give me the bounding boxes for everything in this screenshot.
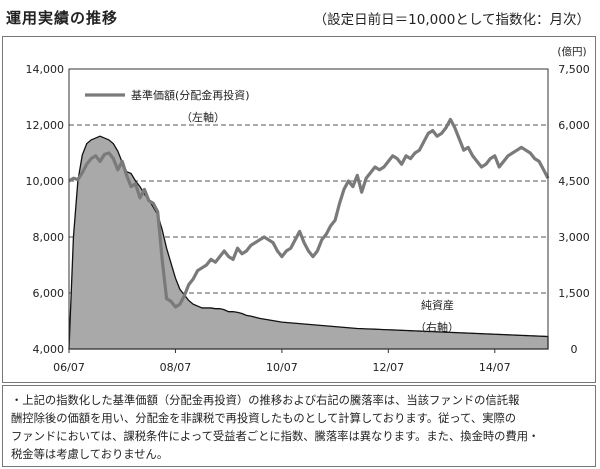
x-axis-tick-label: 08/07: [160, 361, 192, 374]
right-axis-tick-label: 7,500: [558, 63, 590, 76]
right-axis-tick-label: 1,500: [558, 287, 590, 300]
left-axis-tick-label: 10,000: [26, 175, 65, 188]
net-assets-area: [68, 135, 549, 350]
right-axis-tick-label: 0: [571, 343, 578, 356]
page-title: 運用実績の推移: [6, 9, 119, 27]
note-line: 酬控除後の価額を用い、分配金を非課税で再投資したものとして計算しております。従っ…: [11, 412, 517, 425]
plot-border: [68, 68, 549, 350]
x-axis-tick-label: 10/07: [266, 361, 298, 374]
legend-axis-note: （左軸）: [181, 110, 225, 124]
x-axis-tick-label: 06/07: [53, 361, 85, 374]
area-layer: [68, 135, 549, 350]
left-axis-tick-label: 12,000: [26, 119, 65, 132]
axis-layer: [68, 68, 549, 353]
x-axis-tick-label: 12/07: [372, 361, 404, 374]
label-layer: 4,000 6,000 8,000 10,000 12,000 14,000 0 1,500 3…: [26, 45, 590, 374]
left-axis-tick-label: 8,000: [33, 231, 65, 244]
area-label: 純資産: [421, 299, 454, 312]
right-axis-tick-label: 3,000: [558, 231, 590, 244]
header: 運用実績の推移 （設定日前日＝10,000として指数化：月次）: [0, 0, 600, 36]
note-line: 税金等は考慮しておりません。: [11, 448, 169, 461]
note-line: ファンドにおいては、課税条件によって受益者ごとに指数、騰落率は異なります。また、…: [11, 430, 540, 443]
right-axis-unit: (億円): [557, 45, 586, 58]
disclaimer-note: ・上記の指数化した基準価額（分配金再投資）の推移および右記の騰落率は、当該ファン…: [2, 385, 596, 467]
left-axis-tick-label: 4,000: [33, 343, 65, 356]
note-line: ・上記の指数化した基準価額（分配金再投資）の推移および右記の騰落率は、当該ファン…: [11, 394, 520, 407]
area-axis-note: （右軸）: [415, 320, 459, 334]
x-axis-tick-label: 14/07: [479, 361, 511, 374]
legend-label: 基準価額(分配金再投資): [131, 88, 250, 102]
left-axis-tick-label: 6,000: [33, 287, 65, 300]
page-subtitle: （設定日前日＝10,000として指数化：月次）: [313, 12, 590, 28]
right-axis-tick-label: 6,000: [558, 119, 590, 132]
line-layer: [68, 117, 550, 309]
right-axis-tick-label: 4,500: [558, 175, 590, 188]
nav-line: [68, 117, 550, 309]
left-axis-tick-label: 14,000: [26, 63, 65, 76]
chart-frame: 4,000 6,000 8,000 10,000 12,000 14,000 0 1,500 3…: [2, 36, 596, 383]
performance-chart: 4,000 6,000 8,000 10,000 12,000 14,000 0 1,500 3…: [26, 45, 590, 374]
